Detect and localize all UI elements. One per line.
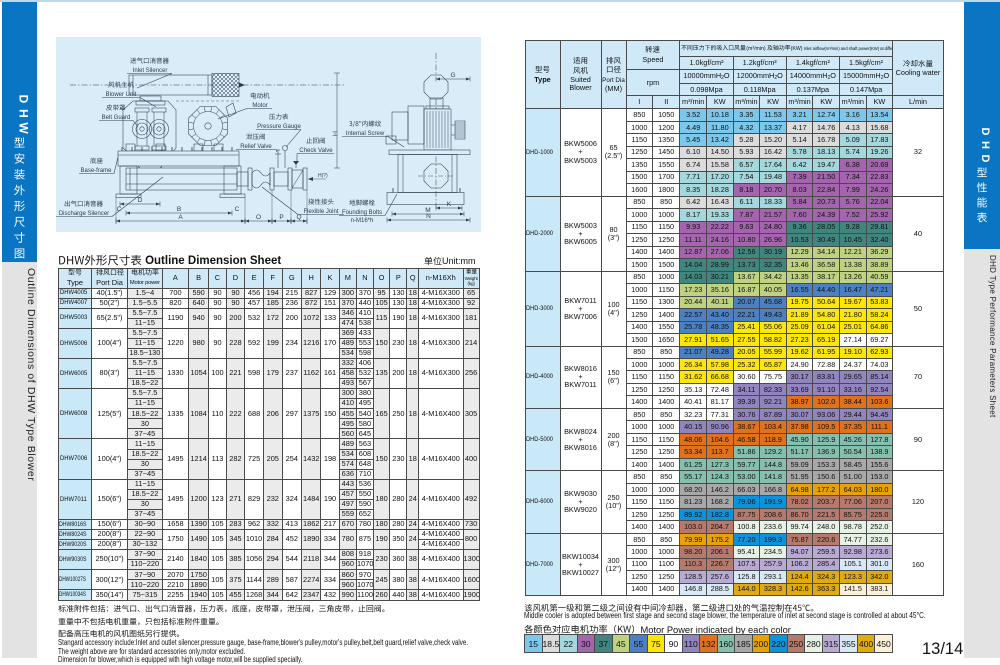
svg-text:W: W (16, 122, 30, 134)
svg-text:H(?): H(?) (318, 173, 328, 179)
svg-text:Motor: Motor (252, 103, 267, 109)
svg-text:M: M (425, 207, 430, 214)
svg-text:n-M16*h: n-M16*h (351, 218, 374, 224)
svg-text:Check Valve: Check Valve (299, 148, 333, 154)
svg-text:H: H (16, 109, 30, 118)
svg-text:Base-frame: Base-frame (80, 168, 112, 174)
svg-text:B: B (177, 206, 181, 213)
svg-text:Belt Guard: Belt Guard (102, 115, 131, 121)
svg-text:D: D (979, 128, 991, 136)
svg-text:P: P (279, 214, 283, 221)
svg-text:D: D (138, 197, 143, 204)
svg-text:Q: Q (296, 214, 301, 221)
svg-text:Relief Valve: Relief Valve (240, 144, 272, 150)
svg-text:C: C (117, 206, 122, 213)
svg-text:Flexible Joint: Flexible Joint (303, 209, 338, 215)
svg-text:D: D (16, 95, 30, 104)
svg-text:Founding Bolts: Founding Bolts (342, 210, 382, 216)
svg-text:O: O (256, 214, 261, 221)
svg-text:D: D (979, 155, 991, 163)
svg-text:K: K (447, 201, 452, 208)
svg-text:Discharge Silencer: Discharge Silencer (59, 211, 109, 217)
svg-text:N: N (426, 213, 431, 220)
svg-text:Internal Screw: Internal Screw (346, 131, 385, 137)
svg-text:Blower Unit: Blower Unit (106, 92, 137, 98)
svg-text:G: G (450, 72, 455, 79)
svg-text:H: H (979, 141, 991, 149)
svg-text:Pressure Gauge: Pressure Gauge (257, 124, 301, 130)
svg-text:C: C (235, 206, 240, 213)
svg-text:Inlet Silencer: Inlet Silencer (133, 68, 168, 74)
svg-text:A: A (178, 214, 183, 221)
